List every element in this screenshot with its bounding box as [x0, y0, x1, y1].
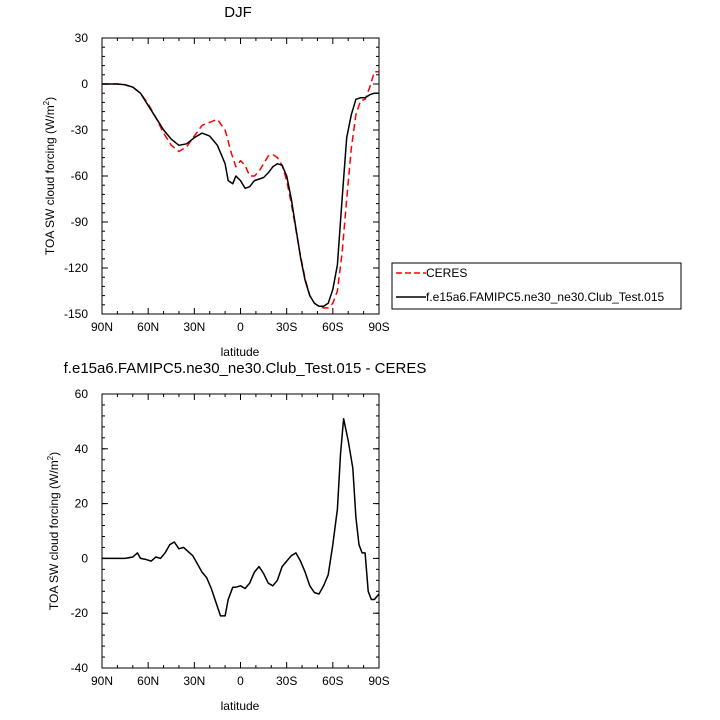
bottom-plot-frame [101, 393, 380, 669]
bottom-y-tick-label: 20 [75, 497, 89, 511]
bottom-x-axis-label: latitude [221, 699, 260, 713]
bottom-y-label-close: ) [47, 452, 61, 456]
legend-model-label: f.e15a6.FAMIPC5.ne30_ne30.Club_Test.015 [426, 290, 664, 304]
bottom-series-lines [102, 417, 380, 617]
top-x-tick-label: 90N [91, 320, 113, 334]
top-y-tick-label: -150 [64, 307, 88, 321]
bottom-y-tick-label: 0 [81, 551, 88, 565]
top-x-axis-label: latitude [221, 345, 260, 359]
top-y-tick-label: -30 [71, 123, 89, 137]
top-y-tick-label: -60 [71, 169, 89, 183]
bottom-y-label-main: TOA SW cloud forcing (W/m [47, 460, 61, 610]
top-x-tick-label: 30S [276, 320, 297, 334]
top-series-lines [102, 70, 379, 309]
bottom-x-tick-label: 0 [237, 674, 244, 688]
bottom-axis-ticks: 90N 60N 30N 0 30S 60S 90S 60 40 20 0 -20 -40 [71, 387, 390, 688]
top-x-tick-label: 30N [183, 320, 205, 334]
top-x-tick-label: 60N [137, 320, 159, 334]
top-series-ceres-line [102, 70, 379, 309]
top-y-tick-label: -120 [64, 261, 88, 275]
top-series-model-line [102, 83, 379, 308]
top-chart: 90N 60N 30N 0 30S 60S 90S300-30-60-90-120-150 … [42, 31, 390, 359]
top-x-tick-label: 90S [368, 320, 389, 334]
bottom-y-tick-label: 60 [75, 387, 89, 401]
top-y-tick-label: -90 [71, 215, 89, 229]
bottom-chart-title: f.e15a6.FAMIPC5.ne30_ne30.Club_Test.015 … [64, 360, 427, 377]
bottom-x-tick-label: 60N [137, 674, 159, 688]
legend: CERES f.e15a6.FAMIPC5.ne30_ne30.Club_Tes… [391, 262, 682, 310]
bottom-y-label-sup: 2 [46, 455, 55, 460]
top-y-tick-label: 0 [81, 77, 88, 91]
top-y-label-close: ) [43, 97, 57, 101]
top-y-tick-label: 30 [75, 31, 89, 45]
top-y-label-main: TOA SW cloud forcing (W/m [43, 105, 57, 255]
bottom-y-tick-label: -20 [71, 606, 89, 620]
bottom-y-axis-label: TOA SW cloud forcing (W/m2) [46, 452, 61, 610]
top-y-axis-label: TOA SW cloud forcing (W/m2) [42, 97, 57, 255]
legend-box [391, 262, 682, 310]
top-axis-ticks: 90N 60N 30N 0 30S 60S 90S 30 0 -30 -60 -90 -120 -150 [64, 31, 390, 334]
top-x-tick-label: 0 [237, 320, 244, 334]
bottom-x-tick-label: 30N [183, 674, 205, 688]
bottom-chart: 90N 60N 30N 0 30S 60S 90S 60 40 20 0 -20 -40 latitud… [46, 387, 390, 713]
bottom-x-tick-label: 90S [368, 674, 389, 688]
bottom-x-tick-label: 60S [322, 674, 343, 688]
bottom-series-difference-line [102, 417, 380, 617]
bottom-y-tick-label: -40 [71, 661, 89, 675]
top-x-tick-label: 60S [322, 320, 343, 334]
legend-ceres-label: CERES [426, 266, 467, 280]
bottom-y-tick-label: 40 [75, 442, 89, 456]
bottom-x-tick-label: 30S [276, 674, 297, 688]
top-plot-frame [101, 37, 380, 315]
bottom-x-tick-label: 90N [91, 674, 113, 688]
top-chart-title: DJF [224, 4, 252, 21]
top-y-label-sup: 2 [42, 100, 51, 105]
